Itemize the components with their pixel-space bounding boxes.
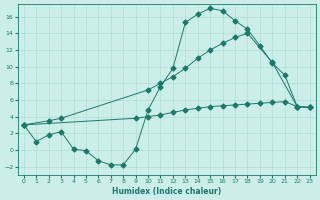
- X-axis label: Humidex (Indice chaleur): Humidex (Indice chaleur): [112, 187, 221, 196]
